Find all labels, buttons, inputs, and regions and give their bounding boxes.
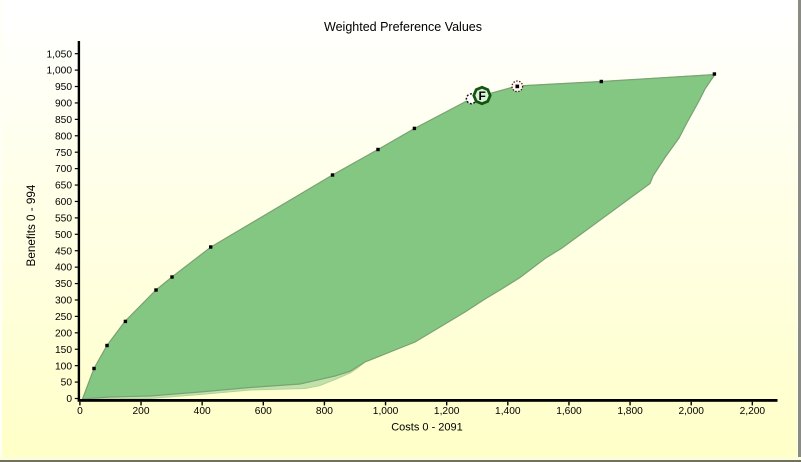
svg-text:1,000: 1,000 <box>47 66 73 77</box>
svg-text:700: 700 <box>55 164 72 175</box>
svg-text:400: 400 <box>55 263 72 274</box>
svg-text:600: 600 <box>55 197 72 208</box>
svg-text:2,000: 2,000 <box>678 406 704 417</box>
svg-text:0: 0 <box>66 394 72 405</box>
svg-text:200: 200 <box>133 406 150 417</box>
svg-text:400: 400 <box>194 406 211 417</box>
svg-text:300: 300 <box>55 296 72 307</box>
svg-text:950: 950 <box>55 82 72 93</box>
svg-text:Benefits 0 - 994: Benefits 0 - 994 <box>25 184 38 266</box>
svg-text:0: 0 <box>77 406 83 417</box>
svg-text:1,400: 1,400 <box>495 406 521 417</box>
svg-text:1,050: 1,050 <box>47 49 73 60</box>
svg-text:1,200: 1,200 <box>434 406 460 417</box>
svg-text:Costs 0 - 2091: Costs 0 - 2091 <box>391 422 463 434</box>
svg-text:850: 850 <box>55 115 72 126</box>
svg-text:200: 200 <box>55 328 72 339</box>
svg-text:Weighted Preference Values: Weighted Preference Values <box>324 20 482 34</box>
svg-text:750: 750 <box>55 148 72 159</box>
svg-text:550: 550 <box>55 213 72 224</box>
svg-text:800: 800 <box>316 406 333 417</box>
svg-text:600: 600 <box>255 406 272 417</box>
svg-text:2,200: 2,200 <box>740 406 766 417</box>
svg-text:1,800: 1,800 <box>617 406 643 417</box>
svg-text:900: 900 <box>55 99 72 110</box>
svg-text:1,600: 1,600 <box>556 406 582 417</box>
svg-text:F: F <box>479 89 486 103</box>
svg-text:800: 800 <box>55 131 72 142</box>
svg-text:650: 650 <box>55 181 72 192</box>
svg-text:100: 100 <box>55 361 72 372</box>
svg-text:350: 350 <box>55 279 72 290</box>
svg-text:1,000: 1,000 <box>373 406 399 417</box>
svg-text:500: 500 <box>55 230 72 241</box>
svg-text:450: 450 <box>55 246 72 257</box>
svg-text:250: 250 <box>55 312 72 323</box>
svg-text:50: 50 <box>61 378 73 389</box>
svg-text:150: 150 <box>55 345 72 356</box>
